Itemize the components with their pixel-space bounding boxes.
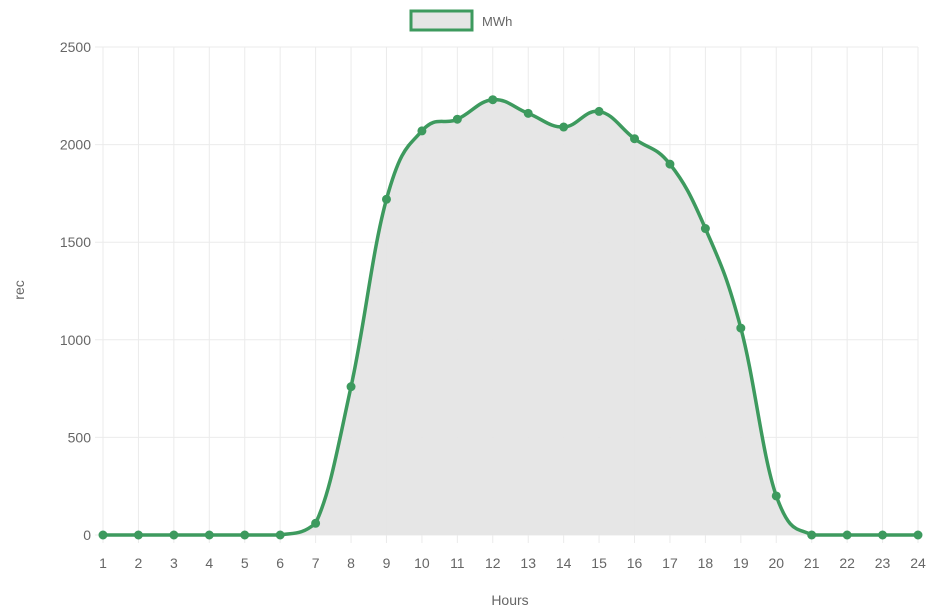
y-tick-label: 500: [68, 429, 92, 445]
x-tick-label: 12: [485, 555, 501, 571]
legend-swatch[interactable]: [409, 9, 474, 32]
data-point[interactable]: [594, 106, 604, 116]
data-point[interactable]: [736, 323, 746, 333]
data-point[interactable]: [842, 530, 852, 540]
data-point[interactable]: [311, 518, 321, 528]
data-point[interactable]: [169, 530, 179, 540]
x-tick-label: 19: [733, 555, 749, 571]
data-point[interactable]: [452, 114, 462, 124]
x-tick-label: 15: [591, 555, 607, 571]
data-point[interactable]: [381, 194, 391, 204]
x-tick-label: 17: [662, 555, 678, 571]
data-point[interactable]: [275, 530, 285, 540]
x-tick-label: 2: [135, 555, 143, 571]
data-point[interactable]: [98, 530, 108, 540]
data-point[interactable]: [630, 134, 640, 144]
legend[interactable]: MWh: [409, 9, 512, 32]
data-point[interactable]: [913, 530, 923, 540]
x-tick-label: 4: [205, 555, 213, 571]
data-point[interactable]: [240, 530, 250, 540]
x-tick-label: 14: [556, 555, 572, 571]
data-point[interactable]: [417, 126, 427, 136]
data-point[interactable]: [700, 224, 710, 234]
y-tick-label: 1500: [60, 234, 91, 250]
y-tick-label: 0: [83, 527, 91, 543]
x-tick-label: 18: [698, 555, 714, 571]
x-tick-label: 7: [312, 555, 320, 571]
x-tick-label: 20: [768, 555, 784, 571]
area-layer: [103, 99, 918, 536]
x-tick-label: 21: [804, 555, 820, 571]
data-point[interactable]: [807, 530, 817, 540]
x-tick-label: 3: [170, 555, 178, 571]
x-tick-label: 9: [383, 555, 391, 571]
x-axis-title: Hours: [491, 592, 528, 608]
data-point[interactable]: [878, 530, 888, 540]
data-point[interactable]: [204, 530, 214, 540]
point-layer: [98, 95, 923, 540]
data-point[interactable]: [346, 382, 356, 392]
data-point[interactable]: [665, 159, 675, 169]
y-tick-label: 2500: [60, 39, 91, 55]
y-axis-title: rec: [11, 280, 27, 299]
x-tick-label: 5: [241, 555, 249, 571]
x-tick-label: 24: [910, 555, 926, 571]
x-tick-label: 16: [627, 555, 643, 571]
data-point[interactable]: [488, 95, 498, 105]
x-tick-label: 8: [347, 555, 355, 571]
area-fill: [103, 99, 918, 536]
data-point[interactable]: [559, 122, 569, 132]
y-tick-label: 1000: [60, 332, 91, 348]
legend-label[interactable]: MWh: [482, 14, 512, 29]
data-point[interactable]: [771, 491, 781, 501]
x-tick-label: 13: [520, 555, 536, 571]
x-tick-label: 6: [276, 555, 284, 571]
y-tick-label: 2000: [60, 137, 91, 153]
x-tick-label: 11: [450, 555, 465, 571]
x-tick-label: 23: [875, 555, 891, 571]
x-tick-label: 22: [839, 555, 855, 571]
data-point[interactable]: [523, 108, 533, 118]
data-point[interactable]: [133, 530, 143, 540]
x-tick-label: 10: [414, 555, 430, 571]
x-tick-label: 1: [99, 555, 107, 571]
